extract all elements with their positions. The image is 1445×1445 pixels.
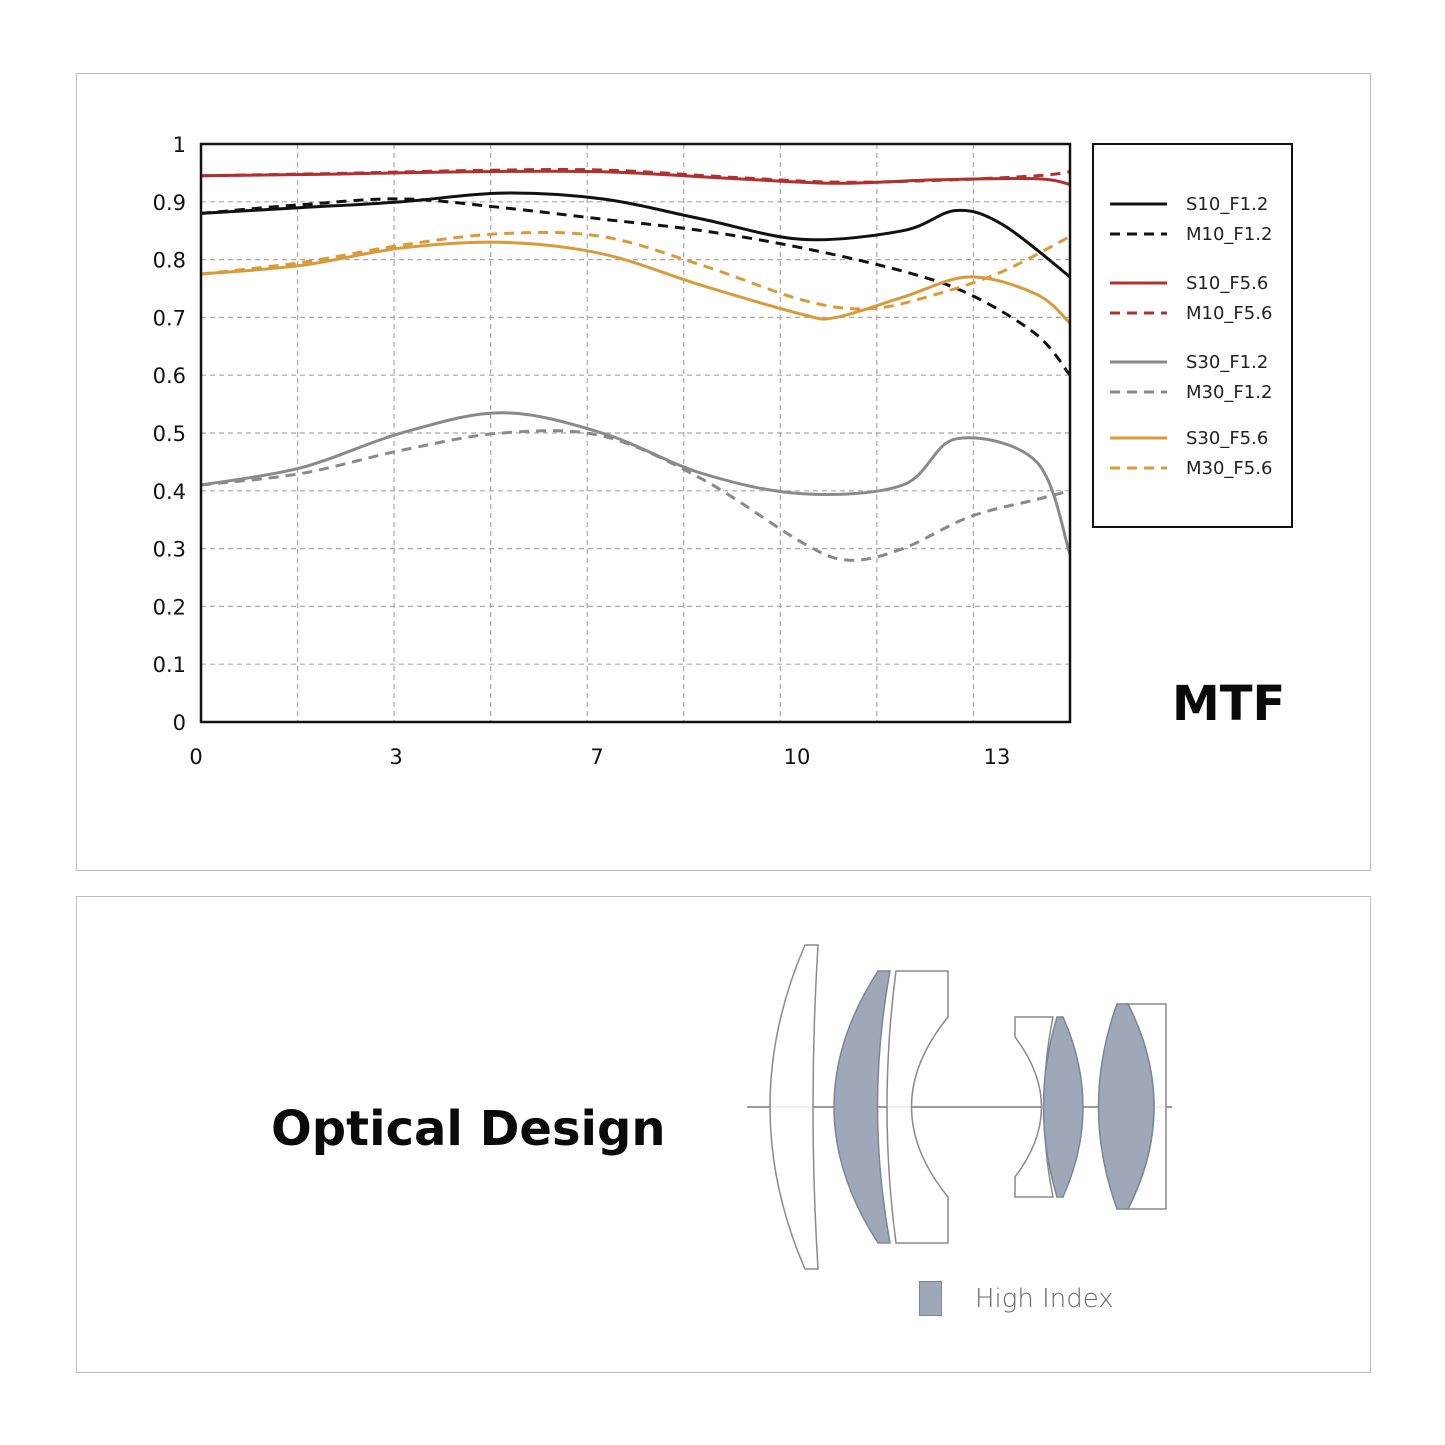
legend-label: S10_F1.2 <box>1186 194 1268 215</box>
y-tick-label: 0 <box>173 711 186 735</box>
series-line-m10_f1.2 <box>200 197 1072 377</box>
lens-element-3 <box>886 970 949 1244</box>
lens-element-1 <box>769 944 819 1270</box>
chart-series <box>200 168 1072 562</box>
y-tick-label: 0.1 <box>153 653 186 677</box>
x-tick-label: 3 <box>389 745 402 769</box>
legend-label: S30_F1.2 <box>1186 352 1268 373</box>
chart-grid <box>201 144 1070 722</box>
x-tick-label: 0 <box>189 745 202 769</box>
legend: S10_F1.2 M10_F1.2 S10_F5.6 M10_F5.6 S30_F1.2… <box>1110 194 1272 479</box>
legend-label: M30_F5.6 <box>1186 458 1272 479</box>
y-tick-label: 0.8 <box>153 249 186 273</box>
legend-label: S10_F5.6 <box>1186 273 1268 294</box>
legend-label: M10_F1.2 <box>1186 224 1272 245</box>
series-line-s30_f1.2 <box>200 411 1072 555</box>
y-tick-label: 0.2 <box>153 595 186 619</box>
x-tick-label: 10 <box>784 745 811 769</box>
plot-frame <box>199 142 1072 724</box>
axis-ticks: 00.10.20.30.40.50.60.70.80.910 3 7 10 13 <box>153 133 1011 769</box>
y-tick-label: 0.7 <box>153 306 186 330</box>
mtf-title: MTF <box>1172 676 1286 732</box>
high-index-label: High Index <box>975 1284 1114 1314</box>
y-tick-label: 0.4 <box>153 480 186 504</box>
high-index-swatch <box>919 1281 942 1316</box>
x-tick-label: 7 <box>590 745 603 769</box>
y-tick-label: 0.3 <box>153 538 186 562</box>
y-tick-label: 1 <box>173 133 186 157</box>
y-tick-label: 0.6 <box>153 364 186 388</box>
legend-label: M30_F1.2 <box>1186 382 1272 403</box>
x-tick-label: 13 <box>984 745 1011 769</box>
lens-element-2-high-index <box>833 970 891 1244</box>
y-tick-label: 0.5 <box>153 422 186 446</box>
optical-design-title: Optical Design <box>271 1101 666 1157</box>
lens-element-7-high-index <box>1097 1003 1155 1210</box>
series-line-m30_f1.2 <box>200 429 1071 562</box>
y-tick-label: 0.9 <box>153 191 186 215</box>
series-line-s10_f1.2 <box>200 191 1071 279</box>
legend-label: S30_F5.6 <box>1186 428 1268 449</box>
legend-box <box>1092 143 1293 528</box>
series-line-m10_f5.6 <box>200 168 1071 184</box>
series-line-m30_f5.6 <box>200 230 1071 311</box>
legend-label: M10_F5.6 <box>1186 303 1272 324</box>
lens-element-5-high-index <box>1042 1016 1084 1198</box>
series-line-s30_f5.6 <box>200 240 1072 325</box>
